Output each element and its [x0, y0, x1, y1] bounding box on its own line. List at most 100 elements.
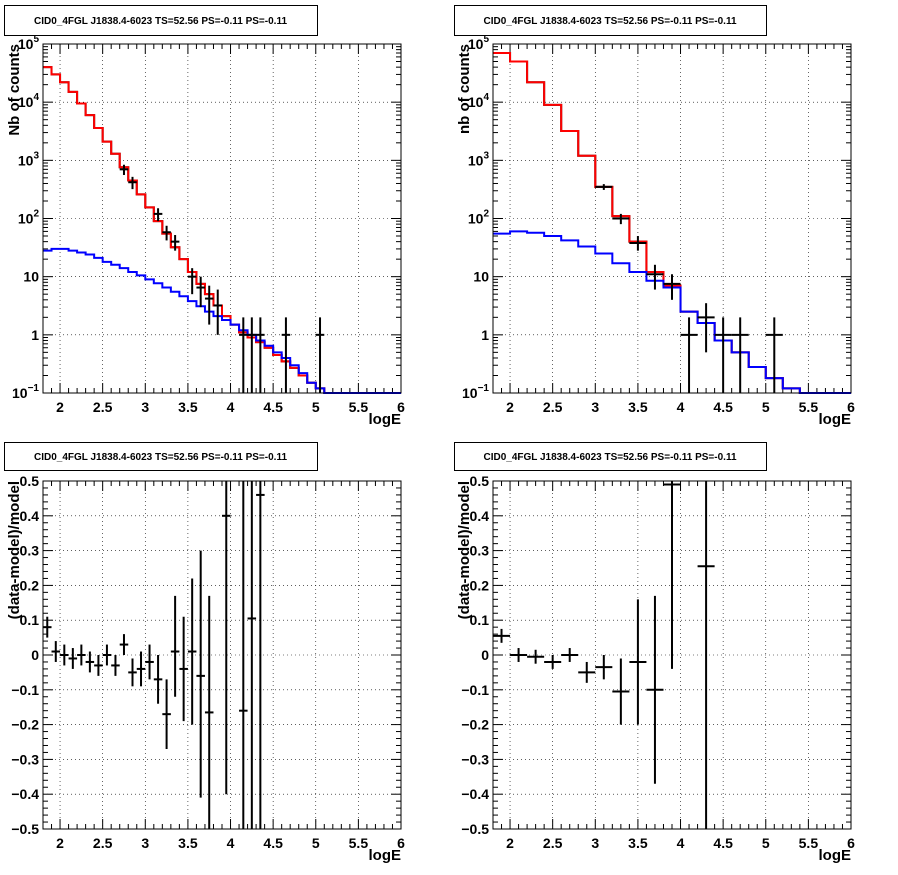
x-tick-label: 4 [227, 835, 235, 851]
y-tick-label: −0.4 [11, 786, 39, 802]
data-point [510, 648, 528, 662]
chart-title: CID0_4FGL J1838.4-6023 TS=52.56 PS=-0.11… [483, 16, 736, 27]
y-tick-label: 1 [31, 327, 39, 343]
y-tick-label: 10−1 [462, 383, 489, 401]
y-tick-label: 0.1 [20, 612, 40, 628]
y-tick-label: 103 [18, 150, 40, 168]
y-tick-label: 0.5 [20, 473, 40, 489]
x-axis-label: logE [369, 847, 402, 864]
x-tick-label: 5.5 [349, 399, 369, 415]
data-point [170, 235, 180, 251]
data-point [111, 655, 120, 676]
chart-panel-3: CID0_4FGL J1838.4-6023 TS=52.56 PS=-0.11… [4, 442, 405, 864]
series-4 [595, 184, 783, 393]
series-1 [43, 66, 401, 394]
data-point [561, 648, 579, 662]
x-tick-label: 3 [141, 835, 149, 851]
axis-ticks [492, 44, 852, 394]
series-1 [43, 481, 265, 829]
data-point [77, 644, 86, 666]
y-tick-label: 0.4 [470, 508, 490, 524]
data-point [578, 661, 596, 683]
data-point [153, 655, 163, 704]
data-point [119, 164, 129, 175]
data-point [43, 616, 52, 638]
y-tick-label: 0 [31, 647, 39, 663]
y-tick-label: 102 [18, 209, 40, 227]
chart-title: CID0_4FGL J1838.4-6023 TS=52.56 PS=-0.11… [34, 452, 287, 463]
histogram-step-line [43, 247, 401, 394]
grid-lines [43, 481, 401, 829]
x-tick-label: 4.5 [713, 399, 733, 415]
x-tick-label: 2 [56, 835, 64, 851]
data-point [239, 317, 248, 393]
x-tick-label: 2 [506, 399, 514, 415]
data-point [68, 648, 78, 669]
y-axis-label: (data-model)/model [456, 481, 473, 619]
x-tick-label: 4.5 [713, 835, 733, 851]
y-tick-label: 0.4 [20, 508, 40, 524]
plot-frame [492, 480, 852, 830]
data-point [204, 285, 214, 325]
data-point [646, 264, 664, 290]
data-point [697, 481, 715, 829]
y-tick-label: 104 [468, 92, 490, 110]
y-tick-label: 1 [481, 327, 489, 343]
data-point [222, 481, 231, 795]
data-point [187, 268, 197, 295]
data-point [256, 481, 265, 829]
plot-frame [42, 480, 402, 830]
data-point [128, 176, 137, 190]
x-tick-label: 5 [312, 399, 320, 415]
data-point [162, 679, 171, 749]
title-box [4, 442, 318, 471]
x-axis-label: logE [369, 411, 402, 428]
y-tick-label: 0.5 [470, 473, 490, 489]
data-point [256, 317, 265, 393]
data-point [196, 550, 205, 798]
data-point [527, 649, 545, 664]
x-tick-label: 4 [677, 835, 685, 851]
data-point [128, 658, 137, 687]
y-tick-label: 10−1 [12, 383, 39, 401]
x-tick-label: 3 [591, 835, 599, 851]
x-tick-label: 3.5 [628, 399, 648, 415]
histogram-step-line [493, 230, 851, 394]
y-tick-label: −0.4 [461, 786, 489, 802]
data-point [680, 317, 698, 393]
x-tick-label: 6 [397, 399, 405, 415]
data-point [595, 184, 613, 190]
data-point [595, 655, 613, 680]
data-point [136, 651, 146, 687]
title-box [4, 5, 318, 36]
data-point [60, 644, 69, 666]
series-3 [43, 247, 401, 394]
x-tick-label: 2.5 [93, 399, 113, 415]
y-tick-label: 0.1 [470, 612, 490, 628]
y-tick-label: 0 [481, 647, 489, 663]
x-axis-label: logE [819, 411, 852, 428]
data-point [714, 317, 732, 393]
data-point [179, 616, 188, 722]
y-tick-label: 10 [23, 269, 39, 285]
data-point [612, 213, 630, 225]
series-1 [493, 481, 715, 829]
data-point [281, 317, 291, 393]
data-point [85, 651, 95, 673]
series-4 [119, 164, 325, 393]
axis-ticks [42, 44, 402, 394]
data-point [187, 578, 197, 725]
x-tick-label: 5 [762, 835, 770, 851]
histogram-step-line [493, 52, 851, 394]
y-tick-label: −0.3 [461, 751, 489, 767]
y-axis-label: Nb of counts [6, 44, 23, 136]
data-point [629, 599, 647, 725]
data-point [493, 628, 511, 643]
data-point [646, 595, 664, 784]
chart-title: CID0_4FGL J1838.4-6023 TS=52.56 PS=-0.11… [34, 16, 287, 27]
data-point [119, 634, 129, 655]
y-tick-label: 103 [468, 150, 490, 168]
y-tick-label: 105 [468, 34, 490, 52]
series-2 [43, 66, 401, 394]
